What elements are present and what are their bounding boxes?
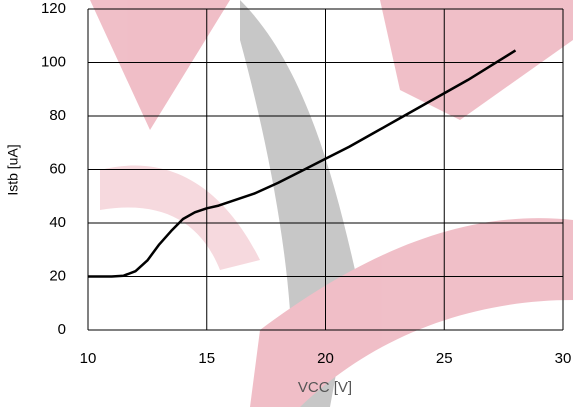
x-tick-label: 15 (198, 350, 215, 367)
y-tick-label: 100 (41, 53, 66, 70)
y-tick-label: 40 (49, 214, 66, 231)
x-tick-label: 20 (317, 350, 334, 367)
x-axis-label: VCC [V] (298, 379, 352, 396)
x-tick-label: 30 (555, 350, 572, 367)
x-tick-label: 25 (436, 350, 453, 367)
y-axis-label: Istb [uA] (5, 144, 21, 195)
y-tick-label: 0 (58, 321, 66, 338)
y-tick-label: 80 (49, 107, 66, 124)
y-tick-label: 120 (41, 0, 66, 17)
data-line (88, 49, 517, 278)
x-tick-label: 10 (80, 350, 97, 367)
watermark (90, 0, 573, 407)
y-tick-label: 60 (49, 160, 66, 177)
y-tick-label: 20 (49, 267, 66, 284)
